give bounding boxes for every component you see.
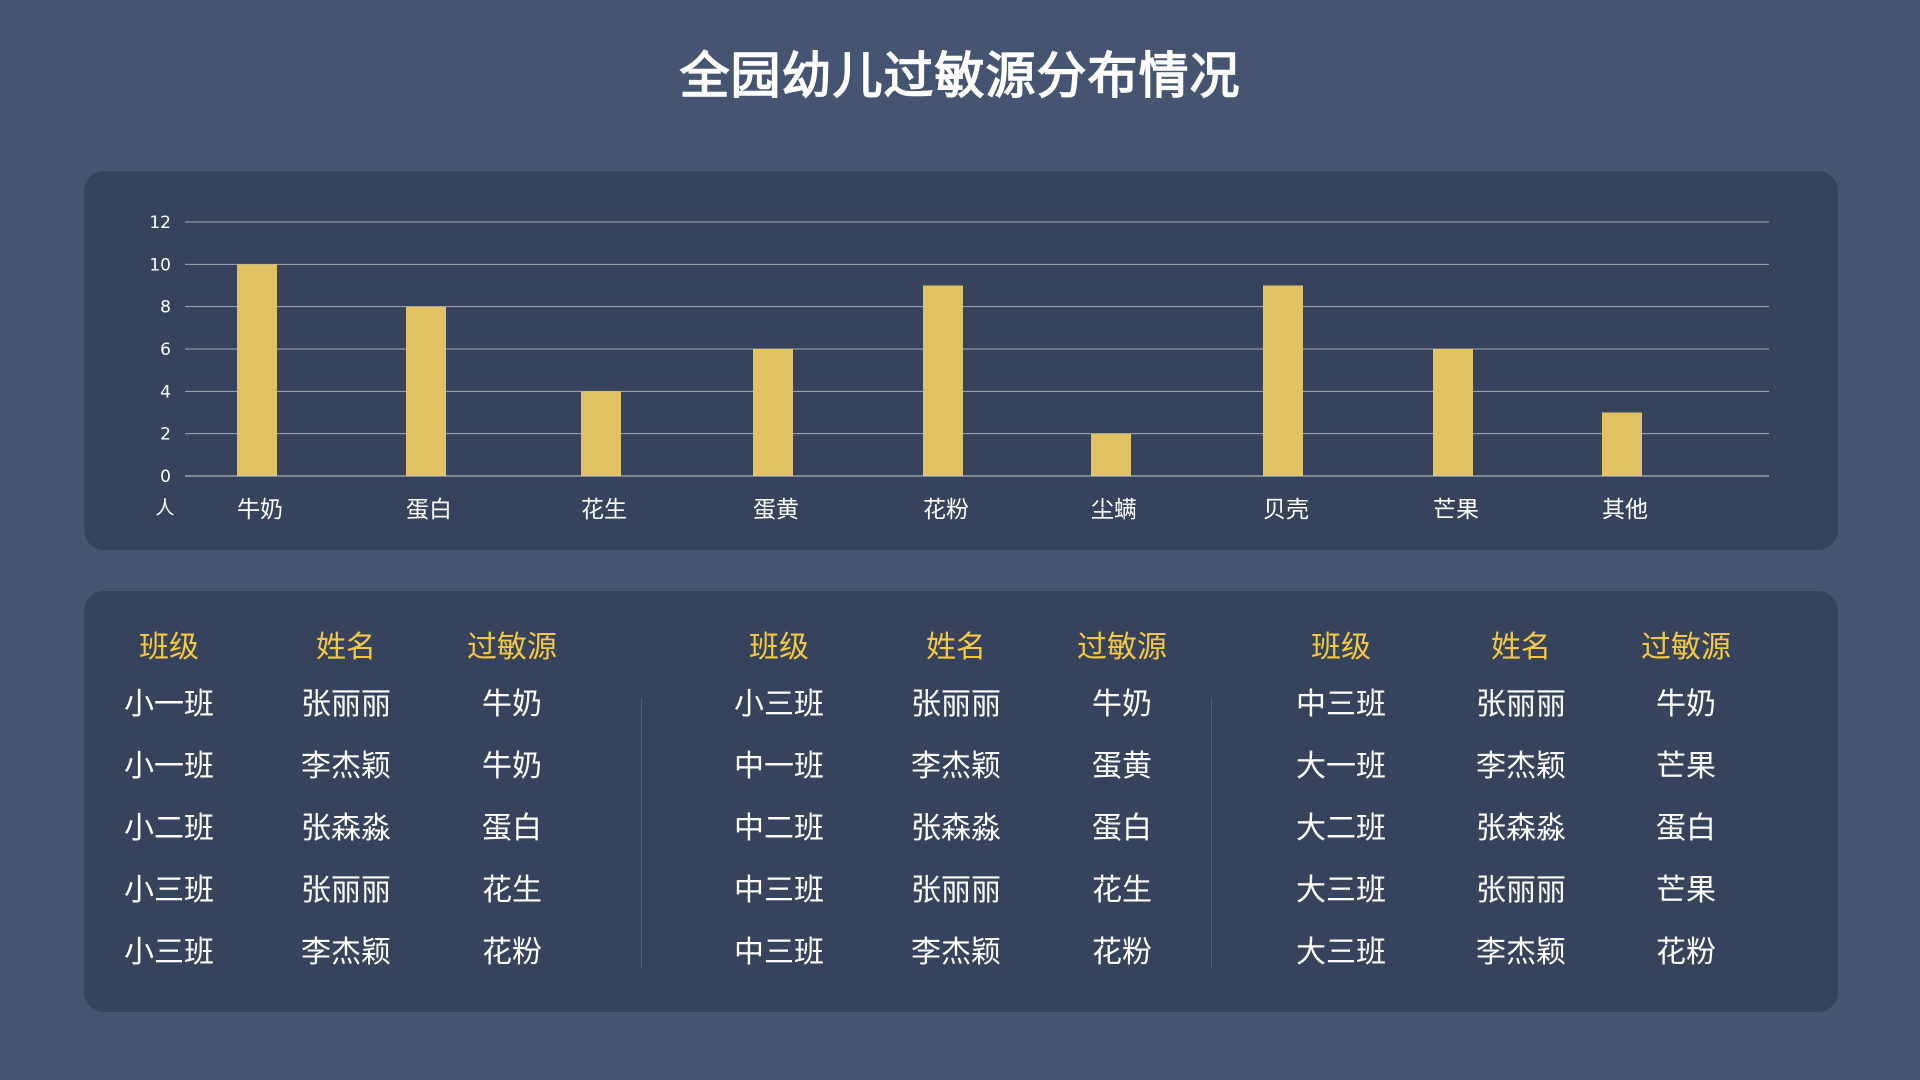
x-category-label: 芒果 — [1433, 497, 1479, 523]
y-tick-label: 2 — [160, 425, 171, 445]
table-cell: 李杰颖 — [1476, 749, 1566, 784]
table-cell: 蛋白 — [482, 811, 542, 846]
table-cell: 张丽丽 — [1476, 873, 1566, 908]
table-cell: 小三班 — [124, 935, 214, 970]
table-cell: 蛋黄 — [1092, 749, 1152, 784]
table-header-cell: 姓名 — [1491, 630, 1551, 665]
x-category-label: 其他 — [1602, 497, 1648, 523]
chart-panel: 0 2 4 6 8 10 12 人 牛奶 蛋白 花生 蛋黄 花粉 尘螨 贝壳 芒果 其他 — [84, 171, 1838, 550]
x-category-label: 花生 — [581, 497, 627, 523]
table-cell: 中一班 — [734, 749, 824, 784]
table-cell: 张丽丽 — [301, 873, 391, 908]
x-category-label: 蛋黄 — [753, 497, 799, 523]
table-header-cell: 班级 — [1311, 630, 1371, 665]
column-group-divider — [1211, 698, 1212, 968]
table-header-cell: 过敏源 — [467, 630, 557, 665]
y-tick-label: 6 — [160, 340, 171, 360]
table-cell: 张丽丽 — [301, 687, 391, 722]
table-header-cell: 班级 — [139, 630, 199, 665]
table-cell: 牛奶 — [1092, 687, 1152, 722]
table-cell: 李杰颖 — [301, 935, 391, 970]
bar-8 — [1433, 349, 1473, 476]
table-cell: 张森淼 — [1476, 811, 1566, 846]
y-tick-label: 10 — [149, 255, 171, 275]
table-cell: 芒果 — [1656, 873, 1716, 908]
table-header-cell: 过敏源 — [1641, 630, 1731, 665]
x-category-label: 贝壳 — [1263, 497, 1309, 523]
table-cell: 中三班 — [734, 873, 824, 908]
table-cell: 蛋白 — [1092, 811, 1152, 846]
y-tick-label: 8 — [160, 298, 171, 318]
table-cell: 大三班 — [1296, 873, 1386, 908]
bar-9 — [1602, 412, 1642, 476]
table-cell: 大二班 — [1296, 811, 1386, 846]
x-category-label: 蛋白 — [406, 497, 452, 523]
table-cell: 李杰颖 — [911, 935, 1001, 970]
table-cell: 小一班 — [124, 687, 214, 722]
x-category-label: 花粉 — [923, 497, 969, 523]
table-cell: 小三班 — [734, 687, 824, 722]
table-cell: 牛奶 — [482, 687, 542, 722]
column-group-divider — [641, 698, 642, 968]
table-cell: 李杰颖 — [911, 749, 1001, 784]
bar-4 — [753, 349, 793, 476]
bar-3 — [581, 391, 621, 476]
y-axis-unit-label: 人 — [155, 497, 174, 519]
table-cell: 张森淼 — [301, 811, 391, 846]
x-category-label: 尘螨 — [1091, 497, 1137, 523]
table-cell: 花粉 — [482, 935, 542, 970]
table-header-cell: 姓名 — [926, 630, 986, 665]
bar-7 — [1263, 285, 1303, 476]
bar-6 — [1091, 433, 1131, 476]
table-cell: 花粉 — [1092, 935, 1152, 970]
allergen-bar-chart: 0 2 4 6 8 10 12 人 牛奶 蛋白 花生 蛋黄 花粉 尘螨 贝壳 芒果 其他 — [149, 213, 1769, 523]
table-cell: 中二班 — [734, 811, 824, 846]
table-cell: 牛奶 — [482, 749, 542, 784]
table-cell: 蛋白 — [1656, 811, 1716, 846]
table-cell: 张森淼 — [911, 811, 1001, 846]
table-cell: 小一班 — [124, 749, 214, 784]
bar-2 — [406, 306, 446, 476]
table-cell: 芒果 — [1656, 749, 1716, 784]
table-cell: 花生 — [1092, 873, 1152, 908]
y-tick-label: 12 — [149, 213, 171, 233]
table-cell: 李杰颖 — [301, 749, 391, 784]
bar-1 — [237, 264, 277, 476]
y-tick-label: 0 — [160, 467, 171, 487]
allergen-table-panel: 班级 姓名 过敏源 小一班 张丽丽 牛奶 小一班 李杰颖 牛奶 小二班 张森淼 蛋白 小三班 张丽丽 花生小… — [84, 591, 1838, 1012]
table-cell: 花粉 — [1656, 935, 1716, 970]
table-header-cell: 班级 — [749, 630, 809, 665]
bar-5 — [923, 285, 963, 476]
x-category-label: 牛奶 — [237, 497, 283, 523]
table-cell: 张丽丽 — [911, 687, 1001, 722]
table-header-cell: 姓名 — [316, 630, 376, 665]
table-cell: 张丽丽 — [1476, 687, 1566, 722]
table-cell: 小二班 — [124, 811, 214, 846]
table-header-cell: 过敏源 — [1077, 630, 1167, 665]
table-cell: 李杰颖 — [1476, 935, 1566, 970]
table-cell: 中三班 — [734, 935, 824, 970]
page-title: 全园幼儿过敏源分布情况 — [679, 47, 1241, 105]
table-cell: 中三班 — [1296, 687, 1386, 722]
table-cell: 大一班 — [1296, 749, 1386, 784]
table-cell: 小三班 — [124, 873, 214, 908]
table-cell: 花生 — [482, 873, 542, 908]
table-cell: 牛奶 — [1656, 687, 1716, 722]
y-tick-label: 4 — [160, 382, 171, 402]
table-cell: 张丽丽 — [911, 873, 1001, 908]
table-cell: 大三班 — [1296, 935, 1386, 970]
